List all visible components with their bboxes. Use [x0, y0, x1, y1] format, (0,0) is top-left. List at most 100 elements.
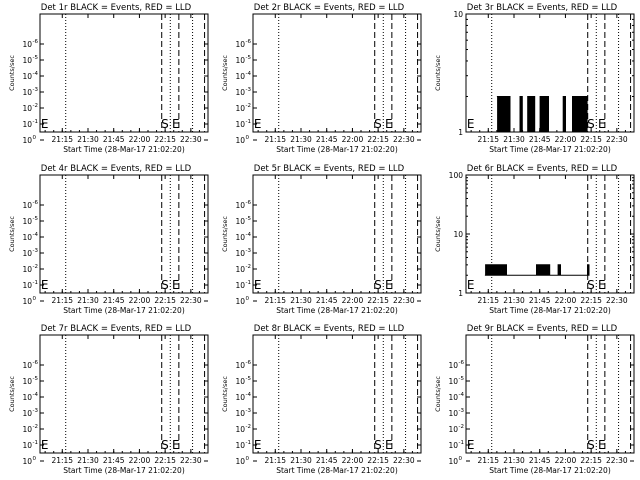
x-tick-label: 21:30: [503, 135, 525, 144]
y-axis-label: Counts/sec: [434, 216, 442, 252]
y-tick-exponent: -5: [33, 376, 39, 382]
flag-marker-e: E: [598, 278, 606, 292]
x-tick-label: 22:30: [393, 135, 415, 144]
event-rate-trace: [484, 264, 590, 276]
x-axis-label: Start Time (28-Mar-17 21:02:20): [276, 306, 398, 315]
x-tick-label: 21:45: [529, 456, 551, 465]
y-tick-exponent: -6: [246, 360, 252, 366]
panel-title: Det 5r BLACK = Events, RED = LLD: [254, 164, 405, 174]
x-tick-label: 21:15: [477, 135, 499, 144]
x-tick-label: 21:45: [103, 456, 125, 465]
flag-marker-e: E: [172, 278, 180, 292]
detector-panel: Det 2r BLACK = Events, RED = LLD 21:15 21:…: [221, 3, 422, 154]
y-axis-label: Counts/sec: [434, 55, 442, 91]
flag-marker-e: E: [385, 117, 393, 131]
x-tick-label: 22:30: [393, 296, 415, 305]
flag-marker-s: S: [587, 438, 595, 452]
y-tick-label: 10: [453, 230, 463, 239]
y-tick-exponent: -4: [33, 232, 39, 238]
flag-marker-e: E: [467, 278, 475, 292]
y-tick-base: 10: [22, 40, 32, 49]
y-tick-exponent: -4: [33, 392, 39, 398]
x-tick-label: 22:30: [180, 296, 202, 305]
x-tick-label: 21:45: [316, 135, 338, 144]
detector-panel: Det 1r BLACK = Events, RED = LLD 21:15 21:…: [8, 3, 209, 154]
y-tick-base: 10: [235, 361, 245, 370]
y-tick-exponent: -5: [33, 216, 39, 222]
y-tick-exponent: -5: [246, 216, 252, 222]
y-tick-base: 10: [22, 377, 32, 386]
y-tick-base: 10: [22, 136, 32, 145]
x-tick-label: 22:15: [367, 456, 389, 465]
panel-title: Det 8r BLACK = Events, RED = LLD: [254, 324, 405, 334]
y-tick-base: 10: [235, 377, 245, 386]
y-tick-base: 10: [235, 233, 245, 242]
x-tick-label: 21:15: [264, 296, 286, 305]
y-tick-base: 10: [22, 409, 32, 418]
x-axis-label: Start Time (28-Mar-17 21:02:20): [489, 466, 611, 475]
y-tick-exponent: -3: [246, 248, 252, 254]
flag-marker-e: E: [41, 117, 49, 131]
y-tick-base: 10: [235, 393, 245, 402]
x-tick-label: 21:30: [77, 456, 99, 465]
y-tick-base: 10: [22, 233, 32, 242]
y-tick-base: 10: [235, 120, 245, 129]
y-tick-exponent: -1: [246, 280, 251, 286]
y-tick-base: 10: [235, 136, 245, 145]
y-tick-exponent: -4: [246, 71, 252, 77]
y-tick-base: 10: [22, 393, 32, 402]
event-rate-trace: [496, 96, 590, 133]
y-tick-label: 1: [458, 289, 463, 298]
x-tick-label: 22:00: [342, 135, 364, 144]
plot-frame: [465, 334, 635, 454]
y-tick-exponent: 0: [33, 135, 37, 141]
x-tick-label: 21:30: [290, 296, 312, 305]
y-tick-base: 10: [235, 217, 245, 226]
y-tick-base: 10: [235, 88, 245, 97]
y-tick-exponent: -5: [246, 376, 252, 382]
plot-frame: [39, 174, 209, 294]
y-tick-base: 10: [235, 441, 245, 450]
x-tick-label: 22:15: [154, 135, 176, 144]
y-tick-base: 10: [235, 265, 245, 274]
panel-title: Det 1r BLACK = Events, RED = LLD: [41, 3, 192, 13]
x-tick-label: 22:30: [180, 135, 202, 144]
panel-title: Det 9r BLACK = Events, RED = LLD: [467, 324, 618, 334]
y-tick-base: 10: [22, 201, 32, 210]
panel-title: Det 7r BLACK = Events, RED = LLD: [41, 324, 192, 334]
y-tick-exponent: -5: [459, 376, 465, 382]
y-axis-label: Counts/sec: [8, 216, 16, 252]
flag-marker-s: S: [161, 117, 169, 131]
plot-frame: [39, 13, 209, 133]
panel-title: Det 2r BLACK = Events, RED = LLD: [254, 3, 405, 13]
y-tick-exponent: -3: [33, 87, 39, 93]
y-tick-exponent: -3: [246, 408, 252, 414]
y-tick-base: 10: [22, 56, 32, 65]
y-tick-base: 10: [235, 409, 245, 418]
flag-marker-s: S: [161, 438, 169, 452]
x-tick-label: 21:30: [77, 135, 99, 144]
flag-marker-s: S: [374, 438, 382, 452]
y-tick-base: 10: [448, 425, 458, 434]
y-tick-exponent: -2: [246, 103, 251, 109]
plot-frame: [252, 174, 422, 294]
y-tick-exponent: -2: [33, 424, 38, 430]
flag-marker-e: E: [172, 438, 180, 452]
y-tick-base: 10: [22, 281, 32, 290]
detector-panel: Det 5r BLACK = Events, RED = LLD 21:15 21:…: [221, 164, 422, 315]
x-axis-label: Start Time (28-Mar-17 21:02:20): [489, 306, 611, 315]
x-tick-label: 22:15: [367, 296, 389, 305]
x-tick-label: 21:30: [503, 456, 525, 465]
y-tick-exponent: -6: [246, 200, 252, 206]
x-tick-label: 21:15: [51, 296, 73, 305]
y-tick-base: 10: [235, 425, 245, 434]
detector-panel: Det 7r BLACK = Events, RED = LLD 21:15 21:…: [8, 324, 209, 475]
y-tick-base: 10: [448, 361, 458, 370]
y-tick-exponent: -6: [459, 360, 465, 366]
detector-panel: Det 8r BLACK = Events, RED = LLD 21:15 21:…: [221, 324, 422, 475]
plot-frame: [465, 13, 635, 133]
flag-marker-e: E: [254, 278, 262, 292]
panel-title: Det 4r BLACK = Events, RED = LLD: [41, 164, 192, 174]
y-tick-base: 10: [448, 457, 458, 466]
y-tick-base: 10: [235, 56, 245, 65]
